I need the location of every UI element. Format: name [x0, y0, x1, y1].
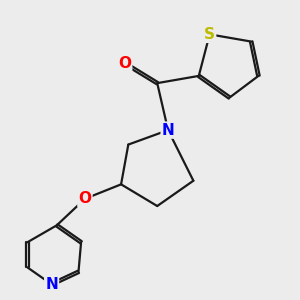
Text: S: S — [204, 27, 215, 42]
Text: N: N — [45, 277, 58, 292]
Text: O: O — [118, 56, 131, 71]
Text: O: O — [78, 191, 92, 206]
Text: N: N — [162, 123, 174, 138]
